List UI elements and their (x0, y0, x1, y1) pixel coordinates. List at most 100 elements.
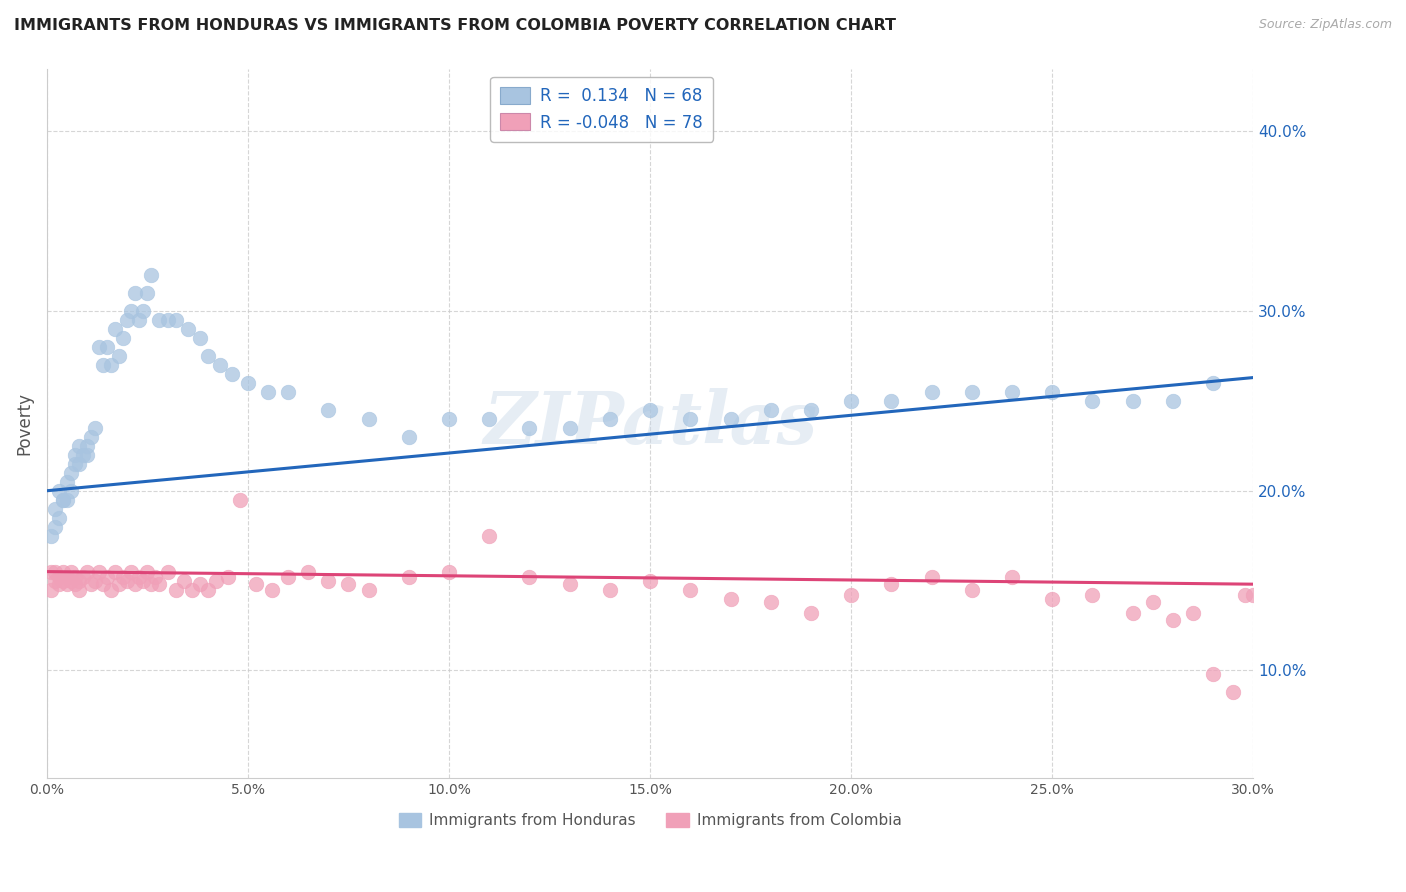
Point (63, 457, 86, 471)
Point (217, 570, 239, 584)
Point (318, 403, 340, 417)
Point (1181, 606, 1204, 620)
Point (1122, 606, 1144, 620)
Point (197, 349, 219, 363)
Point (132, 574, 155, 588)
Point (44, 565, 66, 579)
Point (96, 570, 118, 584)
Point (48, 570, 70, 584)
Point (357, 412, 380, 426)
Point (720, 591, 742, 606)
Point (800, 606, 823, 620)
Point (1001, 570, 1024, 584)
Point (839, 393, 862, 408)
Point (104, 322, 127, 336)
Point (679, 412, 702, 426)
Point (56, 492, 79, 507)
Point (67, 439, 90, 453)
Point (141, 268, 163, 282)
Point (56, 570, 79, 584)
Point (478, 529, 501, 543)
Point (136, 286, 159, 301)
Point (156, 565, 179, 579)
Text: ZIPatlas: ZIPatlas (484, 388, 817, 458)
Point (277, 384, 299, 399)
Point (297, 565, 319, 579)
Point (72, 570, 94, 584)
Point (478, 412, 501, 426)
Text: IMMIGRANTS FROM HONDURAS VS IMMIGRANTS FROM COLOMBIA POVERTY CORRELATION CHART: IMMIGRANTS FROM HONDURAS VS IMMIGRANTS F… (14, 18, 896, 33)
Point (76, 439, 98, 453)
Point (84, 421, 107, 435)
Point (357, 582, 380, 597)
Point (1241, 588, 1264, 602)
Point (277, 570, 299, 584)
Point (112, 570, 135, 584)
Point (96, 340, 118, 354)
Legend: Immigrants from Honduras, Immigrants from Colombia: Immigrants from Honduras, Immigrants fro… (392, 807, 908, 834)
Point (800, 403, 823, 417)
Point (145, 570, 167, 584)
Point (60, 483, 83, 498)
Point (180, 582, 202, 597)
Point (921, 384, 943, 399)
Point (39, 529, 62, 543)
Point (132, 304, 155, 318)
Point (117, 313, 139, 327)
Point (204, 574, 226, 588)
Point (48, 483, 70, 498)
Point (1040, 591, 1063, 606)
Point (100, 582, 122, 597)
Point (197, 582, 219, 597)
Point (112, 331, 135, 345)
Point (108, 577, 131, 591)
Point (76, 448, 98, 462)
Point (60, 565, 83, 579)
Point (67, 457, 90, 471)
Point (44, 519, 66, 533)
Point (208, 358, 231, 372)
Point (120, 304, 142, 318)
Point (117, 574, 139, 588)
Point (80, 577, 103, 591)
Point (1161, 393, 1184, 408)
Point (128, 313, 150, 327)
Point (1142, 595, 1164, 609)
Point (63, 577, 86, 591)
Point (156, 313, 179, 327)
Point (599, 582, 621, 597)
Point (124, 577, 146, 591)
Point (245, 577, 267, 591)
Point (48, 510, 70, 524)
Point (52, 492, 75, 507)
Point (1122, 393, 1144, 408)
Point (173, 574, 195, 588)
Point (318, 574, 340, 588)
Point (128, 570, 150, 584)
Point (960, 384, 983, 399)
Point (720, 412, 742, 426)
Point (141, 577, 163, 591)
Point (56, 475, 79, 489)
Point (1234, 588, 1257, 602)
Point (165, 313, 187, 327)
Point (39, 565, 62, 579)
Point (519, 421, 541, 435)
Point (120, 565, 142, 579)
Point (104, 565, 127, 579)
Point (89, 565, 111, 579)
Point (188, 331, 211, 345)
Point (44, 574, 66, 588)
Point (437, 565, 460, 579)
Point (124, 286, 146, 301)
Point (262, 582, 284, 597)
Point (136, 565, 159, 579)
Point (679, 582, 702, 597)
Point (398, 570, 420, 584)
Point (48, 577, 70, 591)
Point (229, 492, 252, 507)
Point (52, 574, 75, 588)
Point (1222, 685, 1244, 699)
Point (72, 448, 94, 462)
Point (108, 349, 131, 363)
